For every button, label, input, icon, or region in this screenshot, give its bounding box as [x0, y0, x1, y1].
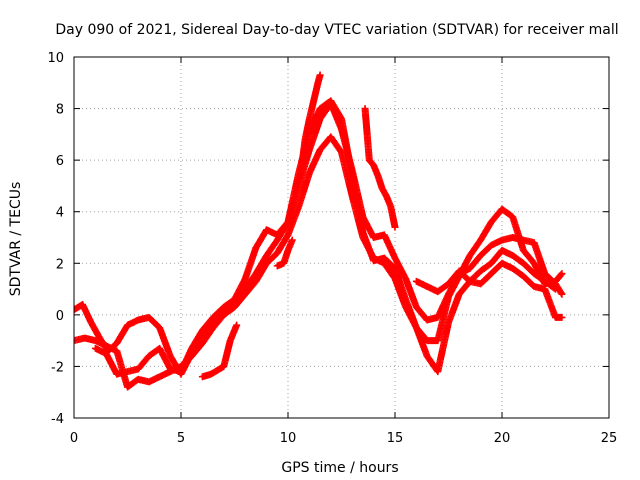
y-tick-label: 6	[56, 154, 64, 169]
data-point	[557, 289, 565, 297]
data-point	[558, 290, 566, 298]
data-point	[288, 236, 296, 244]
x-tick-label: 0	[70, 431, 78, 446]
x-tick-label: 20	[494, 431, 511, 446]
x-tick-label: 25	[601, 431, 618, 446]
series-track-3	[91, 97, 566, 378]
series-track-7	[198, 321, 241, 381]
data-point	[391, 223, 399, 231]
data-point	[316, 71, 324, 79]
data-point	[557, 271, 565, 279]
series-track-1	[74, 133, 559, 391]
grid-lines	[74, 57, 609, 418]
y-tick-label: -4	[51, 412, 64, 427]
y-tick-label: 8	[56, 103, 64, 118]
y-tick-label: 10	[47, 51, 64, 66]
data-point	[233, 321, 241, 329]
plot-axes: 0 5 10 15 20 25 -4 -2 0 2 4 6 8 10	[47, 51, 617, 446]
y-tick-label: 0	[56, 309, 64, 324]
y-axis-label: SDTVAR / TECUs	[8, 182, 24, 297]
x-tick-label: 5	[177, 431, 185, 446]
series-track-8	[273, 236, 296, 270]
x-axis-label: GPS time / hours	[281, 460, 398, 476]
data-point	[558, 313, 566, 321]
plot-frame	[73, 56, 610, 419]
y-tick-label: 2	[56, 257, 64, 272]
data-point	[558, 270, 566, 278]
y-tick-label: -2	[51, 360, 64, 375]
series-track-6	[412, 259, 566, 321]
x-tick-label: 15	[387, 431, 404, 446]
series-track-2	[74, 99, 566, 378]
chart-title: Day 090 of 2021, Sidereal Day-to-day VTE…	[55, 22, 618, 38]
series-track-5	[297, 71, 324, 177]
x-tick-label: 10	[280, 431, 297, 446]
series-track-4	[361, 105, 399, 231]
y-tick-label: 4	[56, 206, 64, 221]
plot-data	[74, 71, 566, 391]
